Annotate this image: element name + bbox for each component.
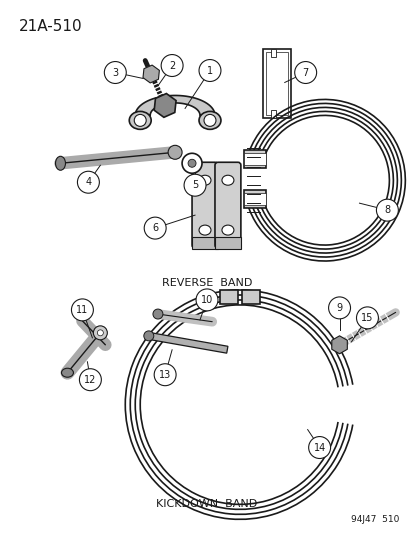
- Circle shape: [143, 331, 153, 341]
- Circle shape: [182, 154, 202, 173]
- Ellipse shape: [221, 225, 233, 235]
- Bar: [219, 290, 237, 304]
- Circle shape: [77, 171, 99, 193]
- Circle shape: [168, 146, 182, 159]
- Bar: [243, 190, 265, 208]
- Text: 13: 13: [159, 370, 171, 379]
- Ellipse shape: [199, 111, 221, 130]
- Circle shape: [134, 115, 146, 126]
- Circle shape: [104, 61, 126, 84]
- Text: 5: 5: [192, 180, 198, 190]
- Circle shape: [356, 307, 377, 329]
- Text: 1: 1: [206, 66, 213, 76]
- Circle shape: [154, 364, 176, 386]
- FancyBboxPatch shape: [192, 162, 217, 248]
- Text: 3: 3: [112, 68, 118, 77]
- Bar: [270, 49, 275, 56]
- Circle shape: [188, 159, 196, 167]
- Bar: [270, 110, 275, 118]
- Text: 12: 12: [84, 375, 96, 385]
- Text: 94J47  510: 94J47 510: [350, 515, 399, 524]
- Bar: [192, 237, 217, 249]
- Text: 2: 2: [169, 61, 175, 70]
- Ellipse shape: [55, 156, 65, 170]
- Circle shape: [294, 61, 316, 84]
- Circle shape: [328, 297, 350, 319]
- Text: 14: 14: [313, 442, 325, 453]
- Ellipse shape: [129, 111, 151, 130]
- Circle shape: [93, 326, 107, 340]
- Circle shape: [97, 330, 103, 336]
- Polygon shape: [148, 333, 228, 353]
- Circle shape: [308, 437, 330, 458]
- Text: 7: 7: [302, 68, 308, 77]
- Ellipse shape: [199, 225, 211, 235]
- Circle shape: [375, 199, 397, 221]
- Ellipse shape: [62, 368, 73, 377]
- Text: 11: 11: [76, 305, 88, 315]
- Bar: [243, 193, 265, 205]
- Ellipse shape: [199, 175, 211, 185]
- Circle shape: [152, 309, 163, 319]
- Circle shape: [204, 115, 216, 126]
- Polygon shape: [135, 95, 214, 116]
- Circle shape: [184, 174, 206, 196]
- Bar: [265, 52, 287, 116]
- Text: KICKDOWN  BAND: KICKDOWN BAND: [156, 499, 257, 510]
- Circle shape: [196, 289, 217, 311]
- Circle shape: [161, 54, 183, 77]
- Bar: [214, 237, 240, 249]
- Text: 4: 4: [85, 177, 91, 187]
- Bar: [243, 150, 265, 168]
- Text: 10: 10: [200, 295, 213, 305]
- Text: 21A-510: 21A-510: [19, 19, 82, 34]
- Text: 15: 15: [361, 313, 373, 323]
- Bar: [243, 154, 265, 165]
- Bar: [241, 290, 259, 304]
- Circle shape: [199, 60, 221, 82]
- Ellipse shape: [221, 175, 233, 185]
- Text: REVERSE  BAND: REVERSE BAND: [161, 278, 252, 288]
- Text: 9: 9: [336, 303, 342, 313]
- FancyBboxPatch shape: [214, 162, 240, 248]
- Circle shape: [144, 217, 166, 239]
- Text: 8: 8: [383, 205, 389, 215]
- Circle shape: [79, 369, 101, 391]
- Bar: [262, 49, 290, 118]
- Circle shape: [71, 299, 93, 321]
- Text: 6: 6: [152, 223, 158, 233]
